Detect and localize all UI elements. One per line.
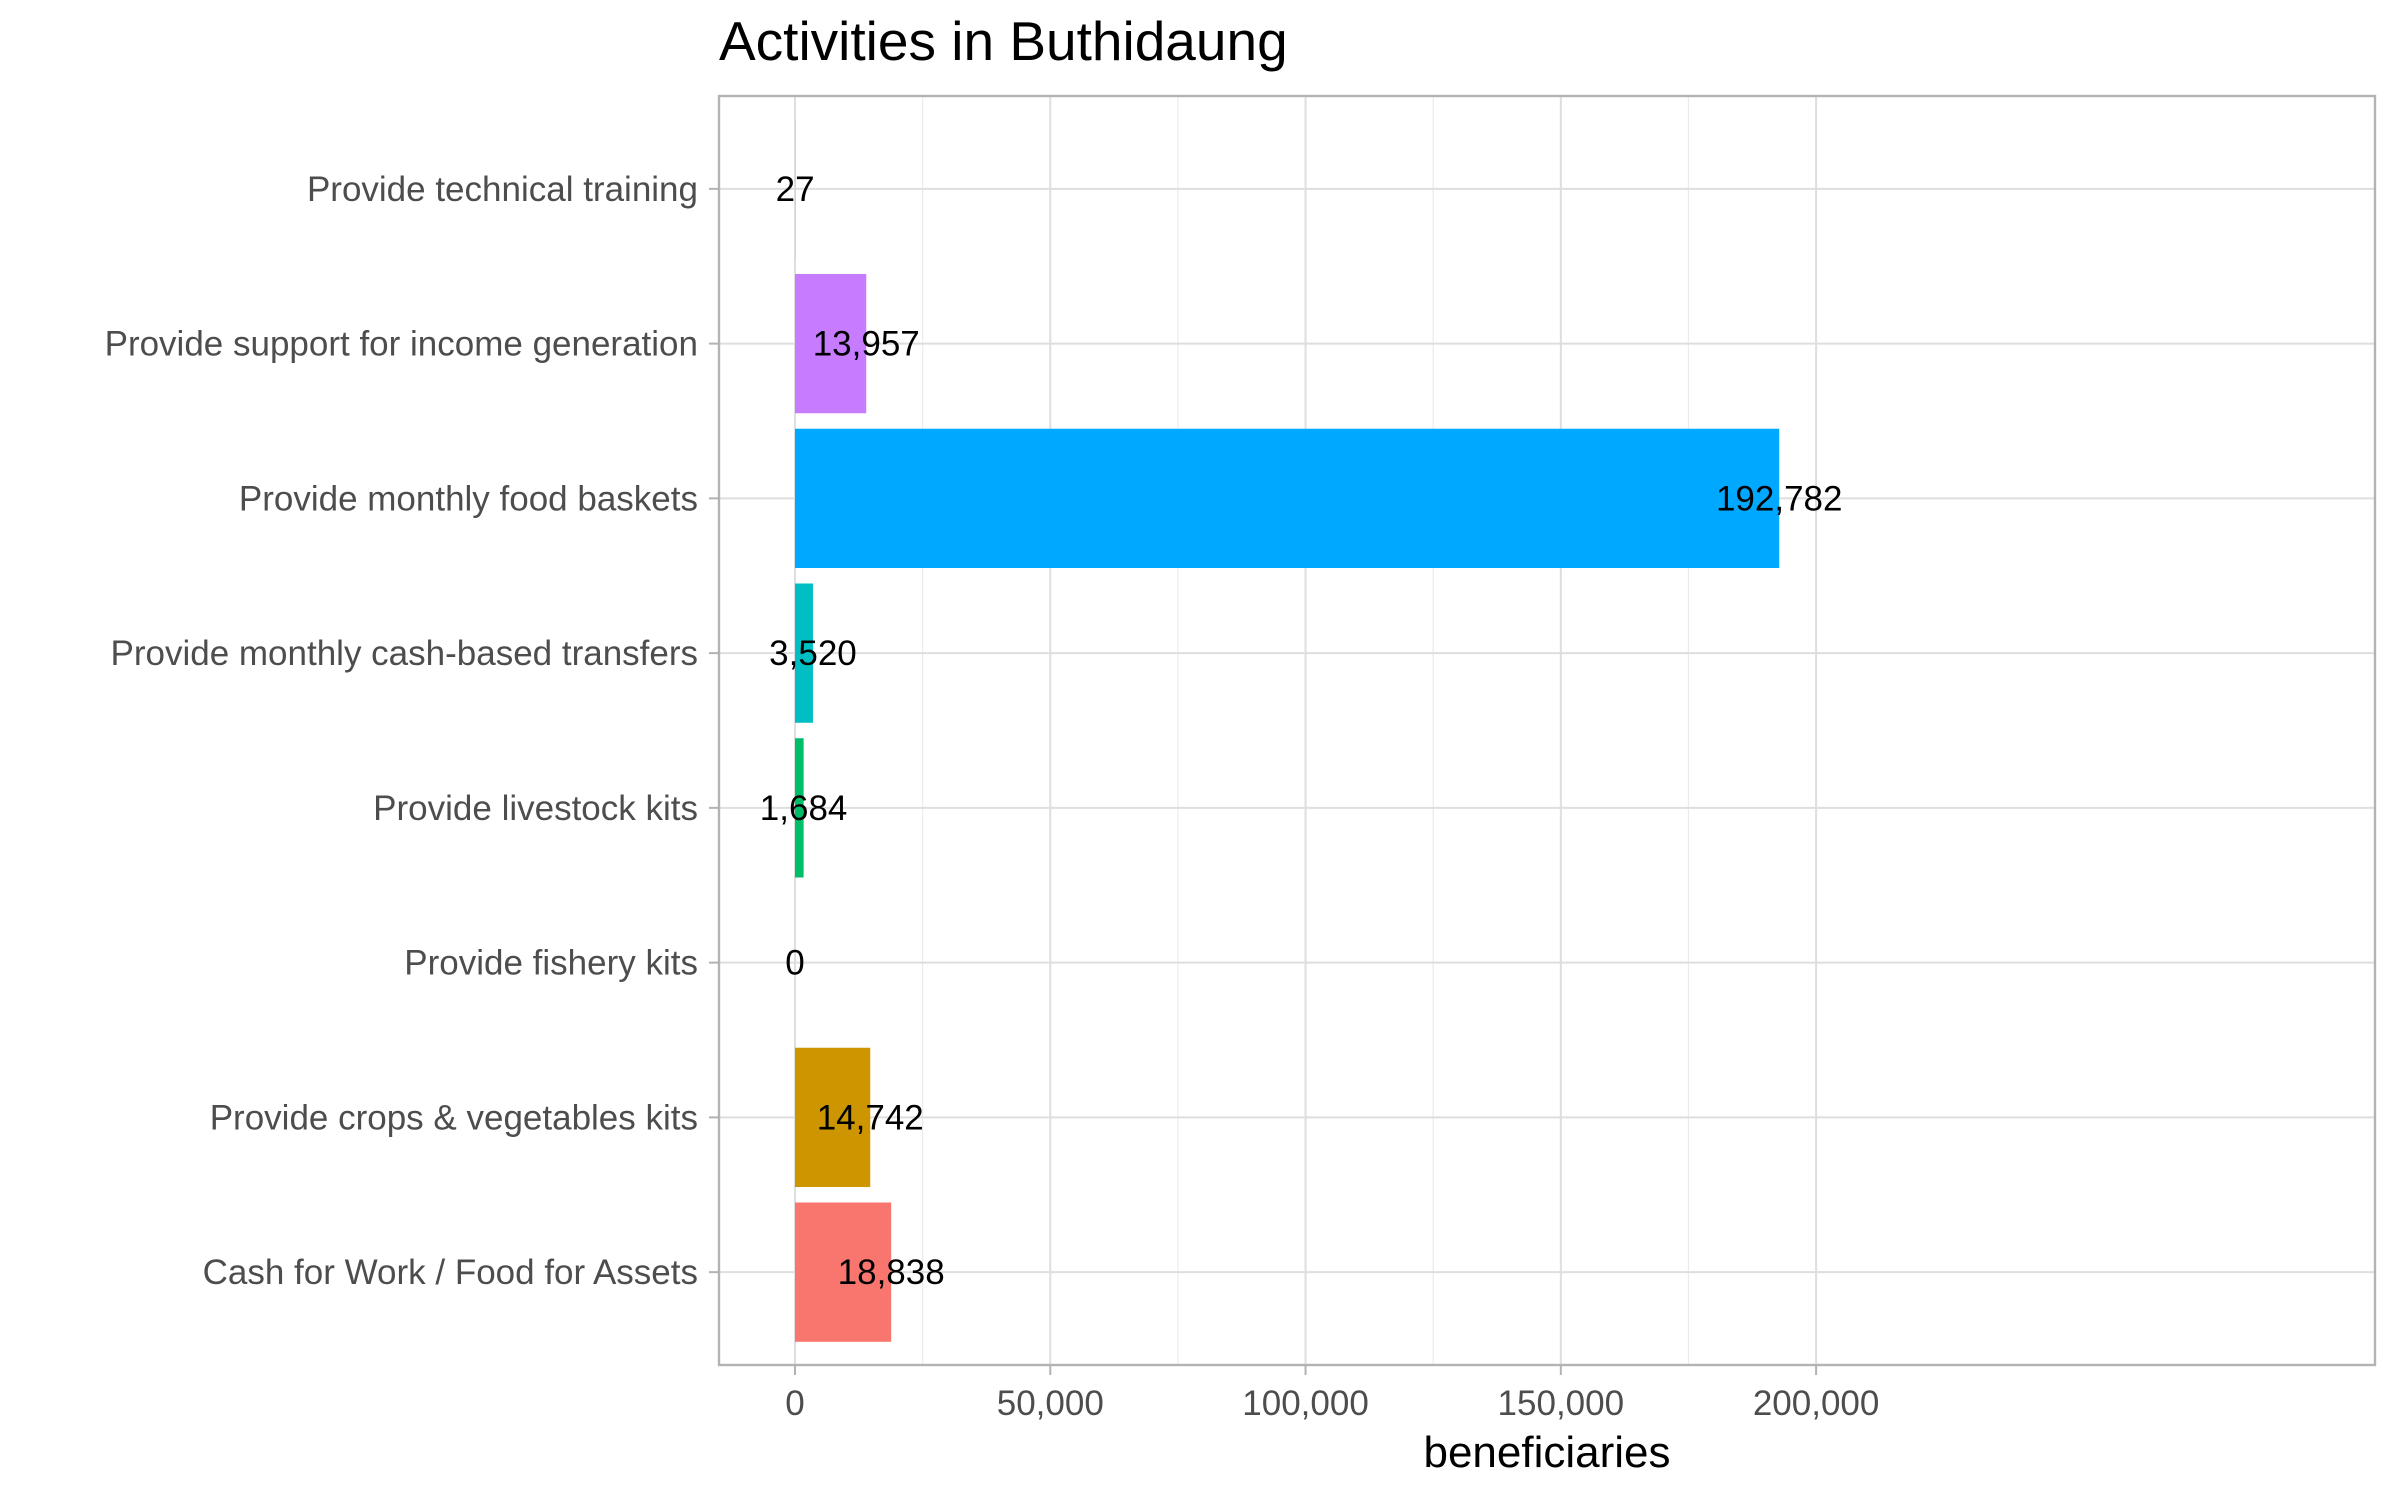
bar-value-label: 1,684 [760,789,848,828]
bar-value-label: 192,782 [1716,479,1843,518]
bar [795,1202,892,1342]
y-category-label: Provide technical training [307,170,698,209]
x-tick-labels: 0 50,000 100,000 150,000 200,000 [785,1384,1879,1423]
bar-value-label: 13,957 [813,325,920,364]
bar [795,1047,871,1188]
y-category-label: Provide support for income generation [105,325,698,364]
data-labels: 27 13,957 192,782 3,520 1,684 0 14,742 18,838 [760,170,1843,1292]
y-category-label: Provide monthly food baskets [239,479,698,518]
bar [795,738,804,878]
y-category-label: Provide livestock kits [373,789,698,828]
bar [795,273,867,414]
y-category-label: Provide fishery kits [404,944,698,983]
category-labels: Provide technical training Provide suppor… [105,170,698,1292]
x-tick-label: 100,000 [1242,1384,1369,1423]
bar [795,428,1780,569]
chart-title: Activities in Buthidaung [719,10,1288,72]
bar-value-label: 3,520 [769,634,857,673]
bar [795,583,813,723]
bar-value-label: 14,742 [817,1098,924,1137]
bar-value-label: 0 [785,944,804,983]
x-axis-title: beneficiaries [1423,1428,1670,1477]
x-tick-label: 50,000 [997,1384,1104,1423]
bar-value-label: 18,838 [838,1253,945,1292]
y-category-label: Cash for Work / Food for Assets [203,1253,698,1292]
x-tick-label: 0 [785,1384,804,1423]
y-category-label: Provide crops & vegetables kits [210,1098,698,1137]
bars [795,119,1780,1342]
x-tick-label: 150,000 [1498,1384,1625,1423]
axis-ticks [709,187,1818,1375]
y-category-label: Provide monthly cash-based transfers [111,634,699,673]
x-tick-label: 200,000 [1753,1384,1880,1423]
plot-panel-border [717,94,2377,1367]
grid-lines [719,96,2375,1365]
bar-value-label: 27 [776,170,815,209]
